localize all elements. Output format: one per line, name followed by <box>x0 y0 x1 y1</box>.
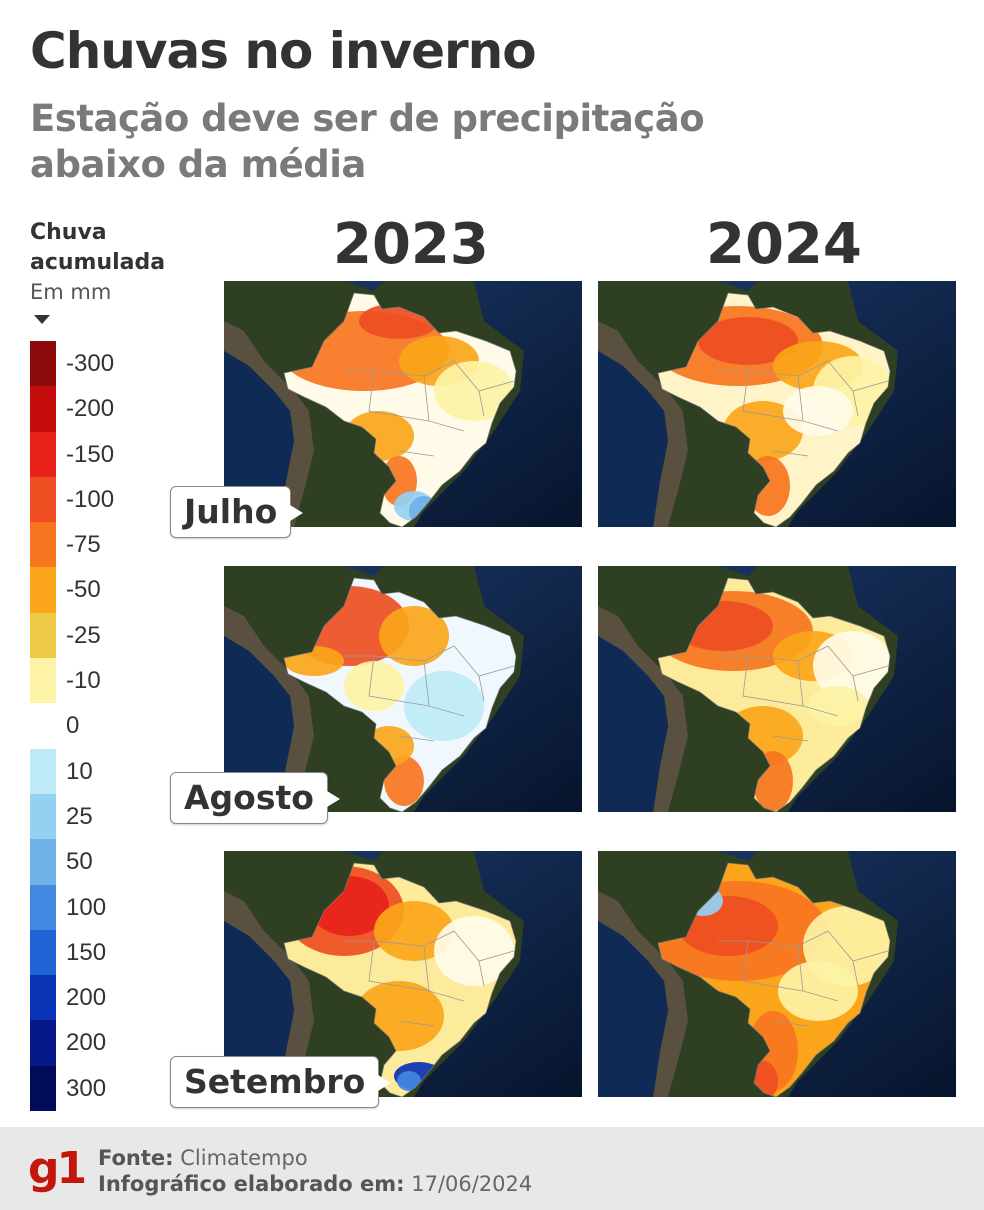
legend-label: -50 <box>66 576 101 604</box>
legend-swatch <box>30 431 56 477</box>
legend-label: -75 <box>66 531 101 559</box>
legend-label: 200 <box>66 984 107 1012</box>
legend-label: -25 <box>66 621 101 649</box>
andes-area <box>224 891 314 1097</box>
map-graphic <box>224 281 582 527</box>
year-header-2024: 2024 <box>706 212 862 277</box>
andes-area <box>598 891 688 1097</box>
footer-date: Infográfico elaborado em: 17/06/2024 <box>98 1172 532 1196</box>
pacific-area <box>598 351 668 527</box>
map-setembro-2024 <box>598 851 956 1097</box>
legend-label: 300 <box>66 1074 107 1102</box>
legend-label: -100 <box>66 485 115 513</box>
legend-label: 200 <box>66 1029 107 1057</box>
map-julho-2024 <box>598 281 956 527</box>
andes-area <box>598 606 688 812</box>
legend-label: -150 <box>66 440 115 468</box>
pacific-area <box>224 351 294 527</box>
legend-label: -10 <box>66 667 101 695</box>
footer-date-label: Infográfico elaborado em: <box>98 1172 405 1196</box>
legend-swatch <box>30 703 56 749</box>
legend-label: -200 <box>66 395 115 423</box>
legend-unit: Em mm <box>30 280 112 304</box>
legend-arrow-icon <box>34 315 50 324</box>
legend-title: Chuva acumulada <box>30 218 165 278</box>
legend-swatch <box>30 341 56 387</box>
legend-color-scale <box>30 341 56 1112</box>
legend-swatch <box>30 884 56 930</box>
legend-swatch <box>30 839 56 885</box>
page-subtitle: Estação deve ser de precipitação abaixo … <box>30 97 705 186</box>
legend-label: 150 <box>66 938 107 966</box>
legend-swatch <box>30 793 56 840</box>
map-agosto-2024 <box>598 566 956 812</box>
legend-swatch <box>30 567 56 613</box>
legend-swatch <box>30 612 56 659</box>
legend-swatch <box>30 1065 56 1112</box>
legend-title-line2: acumulada <box>30 250 166 275</box>
footer-source: Fonte: Climatempo <box>98 1146 308 1170</box>
page-title: Chuvas no inverno <box>30 22 537 80</box>
map-graphic <box>598 566 956 812</box>
legend-label: 0 <box>66 712 80 740</box>
legend-title-line1: Chuva <box>30 220 107 245</box>
legend-swatch <box>30 1020 56 1066</box>
footer-source-label: Fonte: <box>98 1146 174 1170</box>
legend-swatch <box>30 929 56 976</box>
legend-label: 100 <box>66 893 107 921</box>
andes-area <box>598 321 688 527</box>
legend-swatch <box>30 658 56 704</box>
g1-logo: g1 <box>28 1143 87 1194</box>
andes-area <box>224 606 314 812</box>
pacific-area <box>598 636 668 812</box>
month-label-agosto: Agosto <box>170 772 340 824</box>
andes-area <box>224 321 314 527</box>
map-graphic <box>598 851 956 1097</box>
year-header-2023: 2023 <box>333 212 489 277</box>
month-label-julho: Julho <box>170 486 304 538</box>
footer: g1 Fonte: Climatempo Infográfico elabora… <box>0 1127 984 1210</box>
legend-swatch <box>30 748 56 794</box>
pacific-area <box>598 921 668 1097</box>
legend-swatch <box>30 522 56 568</box>
legend-label: 10 <box>66 757 93 785</box>
footer-date-value: 17/06/2024 <box>411 1172 533 1196</box>
legend-label: 50 <box>66 848 93 876</box>
legend-label: -300 <box>66 350 115 377</box>
pacific-area <box>224 921 294 1097</box>
month-label-setembro: Setembro <box>170 1056 392 1108</box>
legend-swatch <box>30 476 56 523</box>
map-julho-2023 <box>224 281 582 527</box>
map-graphic <box>598 281 956 527</box>
footer-source-value: Climatempo <box>180 1146 308 1170</box>
legend-swatch <box>30 386 56 432</box>
legend-labels: -300 -200 -150 -100 -75 -50 -25 -10 0 10 25 50 100 15… <box>66 341 114 1111</box>
legend-label: 25 <box>66 802 93 830</box>
pacific-area <box>224 636 294 812</box>
legend-swatch <box>30 975 56 1021</box>
